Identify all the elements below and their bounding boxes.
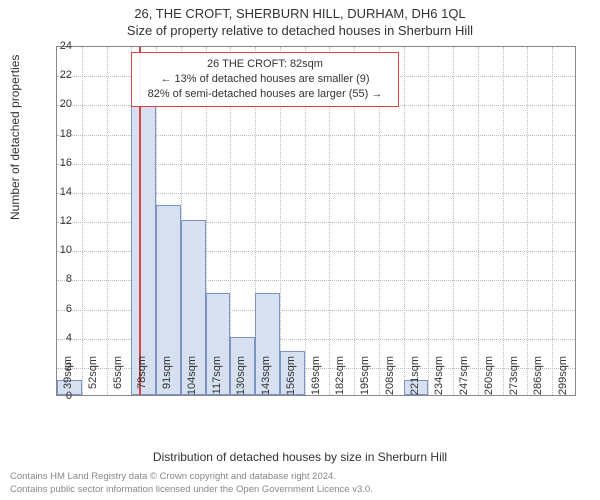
footer-attribution: Contains HM Land Registry data © Crown c… xyxy=(10,471,373,496)
annotation-line3: 82% of semi-detached houses are larger (… xyxy=(140,87,390,102)
ytick-label: 6 xyxy=(42,303,72,315)
xtick-label: 260sqm xyxy=(483,356,495,395)
footer-line1: Contains HM Land Registry data © Crown c… xyxy=(10,471,373,483)
xtick-label: 156sqm xyxy=(285,356,297,395)
ytick-label: 22 xyxy=(42,69,72,81)
gridline-v xyxy=(503,47,504,395)
xtick-label: 169sqm xyxy=(310,356,322,395)
xtick-label: 117sqm xyxy=(211,356,223,394)
gridline-v xyxy=(453,47,454,395)
gridline-v xyxy=(82,47,83,395)
gridline-v xyxy=(107,47,108,395)
ytick-label: 24 xyxy=(42,40,72,52)
xtick-label: 130sqm xyxy=(235,356,247,395)
ytick-label: 10 xyxy=(42,244,72,256)
xtick-label: 91sqm xyxy=(161,356,173,389)
ytick-label: 12 xyxy=(42,215,72,227)
plot-area: 26 THE CROFT: 82sqm ← 13% of detached ho… xyxy=(56,46,576,396)
footer-line2: Contains public sector information licen… xyxy=(10,484,373,496)
annotation-box: 26 THE CROFT: 82sqm ← 13% of detached ho… xyxy=(131,52,399,107)
xtick-label: 104sqm xyxy=(186,356,198,395)
annotation-line2: ← 13% of detached houses are smaller (9) xyxy=(140,72,390,87)
gridline-v xyxy=(428,47,429,395)
ytick-label: 16 xyxy=(42,157,72,169)
ytick-label: 18 xyxy=(42,128,72,140)
histogram-bar xyxy=(131,103,156,395)
xtick-label: 65sqm xyxy=(112,356,124,389)
ytick-label: 4 xyxy=(42,332,72,344)
ytick-label: 0 xyxy=(42,390,72,402)
annotation-line1: 26 THE CROFT: 82sqm xyxy=(140,57,390,72)
gridline-v xyxy=(478,47,479,395)
y-axis-label: Number of detached properties xyxy=(8,55,22,220)
xtick-label: 143sqm xyxy=(260,356,272,395)
gridline-v xyxy=(404,47,405,395)
xtick-label: 299sqm xyxy=(557,356,569,395)
xtick-label: 39sqm xyxy=(62,356,74,389)
x-axis-label: Distribution of detached houses by size … xyxy=(0,450,600,464)
xtick-label: 286sqm xyxy=(532,356,544,395)
xtick-label: 52sqm xyxy=(87,356,99,389)
xtick-label: 234sqm xyxy=(433,356,445,395)
gridline-v xyxy=(527,47,528,395)
xtick-label: 221sqm xyxy=(409,356,421,395)
xtick-label: 78sqm xyxy=(136,356,148,389)
chart-container: 26 THE CROFT: 82sqm ← 13% of detached ho… xyxy=(56,46,576,396)
ytick-label: 20 xyxy=(42,98,72,110)
page-title-line1: 26, THE CROFT, SHERBURN HILL, DURHAM, DH… xyxy=(0,0,600,21)
ytick-label: 8 xyxy=(42,273,72,285)
gridline-v xyxy=(552,47,553,395)
ytick-label: 14 xyxy=(42,186,72,198)
xtick-label: 273sqm xyxy=(508,356,520,395)
xtick-label: 247sqm xyxy=(458,356,470,395)
page-title-line2: Size of property relative to detached ho… xyxy=(0,21,600,38)
xtick-label: 208sqm xyxy=(384,356,396,395)
xtick-label: 195sqm xyxy=(359,356,371,395)
xtick-label: 182sqm xyxy=(334,356,346,395)
